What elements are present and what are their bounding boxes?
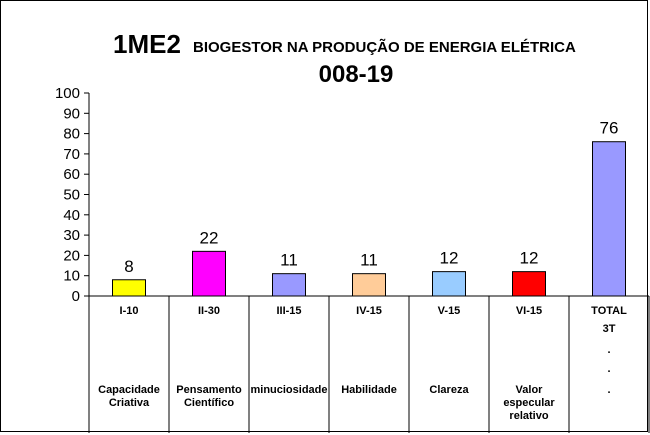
category-label: III-15 — [276, 305, 301, 317]
bar — [112, 279, 146, 297]
data-label: 22 — [200, 228, 219, 247]
y-tick-label: 70 — [63, 146, 80, 163]
category-dot: . — [607, 363, 610, 375]
y-tick-label: 30 — [63, 227, 80, 244]
bar — [192, 250, 226, 297]
y-tick-label: 100 — [55, 85, 80, 102]
category-label: VI-15 — [516, 305, 542, 317]
category-label: II-30 — [198, 305, 220, 317]
chart-axes: 0 10 20 30 40 50 60 70 80 90 100 — [55, 85, 650, 433]
y-tick-label: 20 — [63, 247, 80, 264]
category-description: Valor — [516, 384, 544, 396]
data-label: 12 — [440, 249, 459, 268]
category-description: Capacidade — [98, 384, 160, 396]
data-label: 11 — [360, 251, 378, 270]
data-label: 11 — [280, 251, 298, 270]
data-label: 12 — [520, 249, 539, 268]
category-label: IV-15 — [356, 305, 382, 317]
chart-bars — [112, 141, 626, 297]
bar — [432, 271, 466, 297]
y-tick-label: 50 — [63, 187, 80, 204]
chart-title: 1ME2 — [113, 29, 181, 59]
category-description: Científico — [184, 397, 234, 409]
y-tick-label: 60 — [63, 166, 80, 183]
category-dot: . — [607, 344, 610, 356]
category-description: Clareza — [429, 384, 469, 396]
y-tick-label: 90 — [63, 105, 80, 122]
y-tick-label: 0 — [72, 288, 80, 305]
category-description: Pensamento — [176, 384, 242, 396]
category-description: minuciosidade — [250, 384, 327, 396]
y-tick-label: 40 — [63, 207, 80, 224]
category-description: Habilidade — [341, 384, 397, 396]
chart-subtitle: BIOGESTOR NA PRODUÇÃO DE ENERGIA ELÉTRIC… — [193, 38, 576, 56]
category-description: . — [607, 384, 610, 396]
data-label: 76 — [600, 119, 619, 138]
data-label: 8 — [124, 257, 133, 276]
bar — [272, 273, 306, 297]
bar — [352, 273, 386, 297]
category-label: I-10 — [120, 305, 139, 317]
y-tick-label: 10 — [63, 268, 80, 285]
category-description: Criativa — [109, 397, 150, 409]
y-tick-label: 80 — [63, 126, 80, 143]
category-extra-label: 3T — [603, 323, 616, 335]
bar — [512, 271, 546, 297]
category-description: especular — [503, 397, 555, 409]
category-label: V-15 — [438, 305, 461, 317]
chart-title-line2: 008-19 — [319, 61, 394, 88]
category-label: TOTAL — [591, 305, 627, 317]
bar — [592, 141, 626, 297]
category-description: relativo — [509, 410, 548, 422]
